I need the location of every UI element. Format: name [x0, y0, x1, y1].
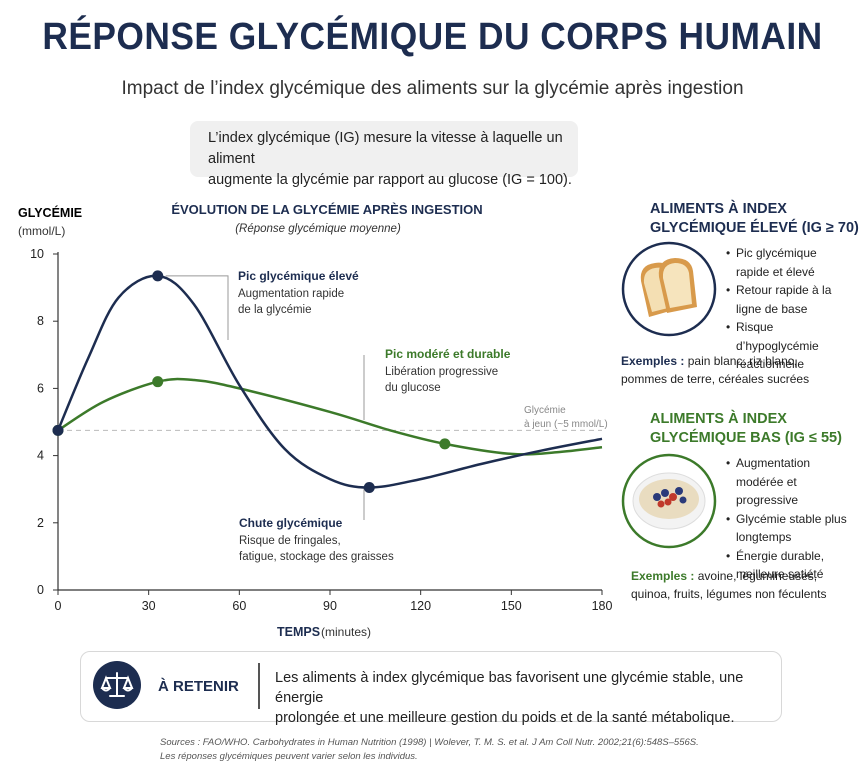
high-ig-bullets: Pic glycémique rapide et élevé Retour ra…: [726, 244, 851, 374]
low-ig-bullets: Augmentation modérée et progressive Glyc…: [726, 454, 854, 584]
high-ig-bullet: Pic glycémique rapide et élevé: [726, 244, 851, 281]
x-tick-label: 150: [501, 599, 522, 613]
page-subtitle: Impact de l’index glycémique des aliment…: [121, 78, 744, 99]
x-tick-label: 0: [55, 599, 62, 613]
glycemia-chart: GLYCÉMIE (mmol/L) ÉVOLUTION DE LA GLYCÉM…: [18, 202, 612, 639]
y-axis-unit: (mmol/L): [18, 224, 65, 238]
low-ig-bullet: Glycémie stable plus longtemps: [726, 510, 854, 547]
high-ig-title-line: ALIMENTS À INDEX: [650, 201, 787, 217]
data-point: [363, 482, 375, 494]
oatmeal-bowl-icon: [621, 453, 717, 549]
footnote: Les réponses glycémiques peuvent varier …: [160, 751, 418, 762]
ig-definition-line: L’index glycémique (IG) mesure la vitess…: [208, 130, 563, 167]
baseline-label: Glycémie: [524, 405, 566, 416]
low-ig-title-line: ALIMENTS À INDEX: [650, 411, 787, 427]
baseline-label: à jeun (~5 mmol/L): [524, 419, 608, 430]
annotation-peak-low-line: du glucose: [385, 382, 441, 394]
low-ig-title-line: GLYCÉMIQUE BAS (IG ≤ 55): [650, 430, 842, 446]
chart-subtitle: (Réponse glycémique moyenne): [235, 223, 401, 235]
low-ig-bullet: Énergie durable, meilleure satiété: [726, 547, 854, 584]
annotation-peak-low-line: Libération progressive: [385, 366, 498, 378]
sources: Sources : FAO/WHO. Carbohydrates in Huma…: [160, 737, 699, 748]
retenir-text-line: Les aliments à index glycémique bas favo…: [275, 670, 744, 706]
retenir-text: Les aliments à index glycémique bas favo…: [275, 668, 755, 728]
chart-axes: 0 2 4 6 8 10 0 30 60 90 120 150 180: [30, 247, 612, 613]
data-point: [152, 376, 164, 388]
low-ig-examples-text: quinoa, fruits, légumes non féculents: [631, 587, 827, 601]
high-ig-bullet: Risque d’hypoglycémie réactionnelle: [726, 318, 851, 374]
high-ig-examples-text: pommes de terre, céréales sucrées: [621, 372, 810, 386]
x-tick-label: 90: [323, 599, 337, 613]
y-axis-title: GLYCÉMIE: [18, 205, 82, 220]
retenir-divider: [258, 663, 260, 709]
low-ig-title: ALIMENTS À INDEX GLYCÉMIQUE BAS (IG ≤ 55…: [650, 410, 842, 448]
high-ig-bullet: Retour rapide à la ligne de base: [726, 281, 851, 318]
page-title: RÉPONSE GLYCÉMIQUE DU CORPS HUMAIN: [42, 16, 823, 58]
annotation-peak-low-title: Pic modéré et durable: [385, 347, 511, 361]
low-ig-examples-label: Exemples :: [631, 569, 695, 583]
chart-series: [52, 270, 603, 520]
x-axis-unit: (minutes): [321, 625, 371, 639]
series-line: [56, 274, 603, 489]
chart-annotations: Pic glycémique élevé Augmentation rapide…: [238, 269, 608, 563]
annotation-leader: [165, 275, 229, 340]
ig-definition-box: L’index glycémique (IG) mesure la vitess…: [190, 121, 578, 188]
y-tick-label: 10: [30, 247, 44, 261]
x-tick-label: 30: [142, 599, 156, 613]
y-tick-label: 0: [37, 583, 44, 597]
data-point: [439, 438, 451, 450]
y-tick-label: 2: [37, 516, 44, 530]
high-ig-title-line: GLYCÉMIQUE ÉLEVÉ (IG ≥ 70): [650, 220, 859, 236]
y-tick-label: 8: [37, 314, 44, 328]
low-ig-bullet: Augmentation modérée et progressive: [726, 454, 854, 510]
annotation-peak-high-title: Pic glycémique élevé: [238, 269, 359, 283]
high-ig-examples-label: Exemples :: [621, 354, 685, 368]
bread-icon: [621, 241, 717, 337]
x-axis-title: TEMPS: [277, 625, 320, 639]
high-ig-title: ALIMENTS À INDEX GLYCÉMIQUE ÉLEVÉ (IG ≥ …: [650, 200, 859, 238]
retenir-box: [80, 651, 782, 722]
x-tick-label: 180: [592, 599, 613, 613]
retenir-text-line: prolongée et une meilleure gestion du po…: [275, 710, 735, 726]
annotation-peak-high-line: de la glycémie: [238, 304, 312, 316]
chart-title: ÉVOLUTION DE LA GLYCÉMIE APRÈS INGESTION: [171, 202, 482, 217]
low-ig-examples-text: avoine, légumineuses,: [697, 569, 818, 583]
y-tick-label: 4: [37, 449, 44, 463]
annotation-drop-line: fatigue, stockage des graisses: [239, 551, 394, 563]
annotation-peak-high-line: Augmentation rapide: [238, 288, 344, 300]
high-ig-examples-text: pain blanc, riz blanc,: [687, 354, 798, 368]
data-point: [152, 270, 164, 282]
y-tick-label: 6: [37, 381, 44, 395]
scales-icon: [100, 672, 134, 697]
low-ig-examples: Exemples : avoine, légumineuses, quinoa,…: [631, 567, 826, 603]
data-point: [52, 424, 64, 436]
retenir-label: À RETENIR: [158, 678, 239, 695]
series-line: [57, 377, 603, 456]
ig-definition-line: augmente la glycémie par rapport au gluc…: [208, 172, 572, 188]
annotation-drop-line: Risque de fringales,: [239, 535, 341, 547]
annotation-drop-title: Chute glycémique: [239, 516, 343, 530]
x-tick-label: 60: [232, 599, 246, 613]
x-tick-label: 120: [410, 599, 431, 613]
high-ig-examples: Exemples : pain blanc, riz blanc, pommes…: [621, 352, 809, 388]
